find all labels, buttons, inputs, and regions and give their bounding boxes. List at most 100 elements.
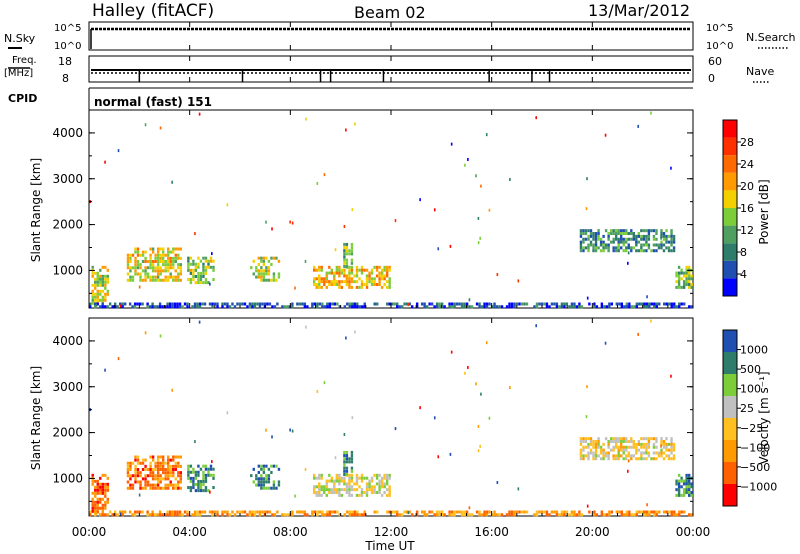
velocity-y-tick-2: 2000 [52, 426, 83, 440]
power-plot-frame [88, 109, 694, 309]
freq-tick-bottom: 8 [62, 72, 69, 85]
power-echoes [89, 111, 693, 309]
velocity-colorbar-tick-1: 500 [740, 363, 761, 376]
power-echo-region-5 [343, 242, 354, 268]
power-colorbar-tick-1: 24 [740, 158, 754, 171]
power-colorbar-swatch-1 [723, 260, 737, 279]
x-tick-2: 08:00 [273, 525, 308, 539]
date-title: 13/Mar/2012 [588, 1, 690, 20]
velocity-colorbar-swatch-6 [723, 352, 737, 374]
nave-tick-bottom: 0 [708, 72, 715, 85]
velocity-echoes [89, 319, 693, 517]
freq-tick-top: 18 [58, 55, 72, 68]
velocity-echo-region-1 [126, 455, 182, 490]
nsearch-tick-top: 10^5 [706, 23, 733, 34]
power-colorbar-swatch-5 [723, 190, 737, 208]
x-axis-label: Time UT [364, 539, 415, 553]
nsky-strip: N.Sky 10^5 10^0 10^5 10^0 N.Search [4, 21, 796, 52]
power-echo-region-3 [250, 256, 281, 282]
velocity-echo-region-3 [250, 464, 281, 490]
power-panel: 4000 3000 2000 1000 Slant Range [km] [29, 109, 694, 309]
velocity-y-tick-3: 1000 [52, 471, 83, 485]
velocity-y-axis-label: Slant Range [km] [29, 366, 43, 470]
nsky-tick-top: 10^5 [54, 23, 81, 34]
power-colorbar-tick-0: 28 [740, 136, 754, 149]
power-colorbar-swatch-3 [723, 225, 737, 244]
power-colorbar-tick-2: 20 [740, 180, 754, 193]
power-colorbar-tick-3: 16 [740, 202, 754, 215]
velocity-plot-frame [88, 317, 694, 517]
velocity-colorbar: 1000 500 100 25 −25 −100 −500 −1000 [722, 329, 777, 507]
x-tick-5: 20:00 [575, 525, 610, 539]
power-y-tick-1: 3000 [52, 172, 83, 186]
velocity-echo-region-0 [91, 473, 110, 513]
velocity-colorbar-tick-0: 1000 [740, 344, 768, 357]
power-colorbar-swatch-0 [723, 278, 737, 296]
nsky-tick-bottom: 10^0 [54, 41, 81, 52]
freq-label: Freq. [12, 55, 37, 66]
power-y-axis-label: Slant Range [km] [29, 158, 43, 262]
velocity-y-tick-1: 3000 [52, 380, 83, 394]
power-colorbar-swatch-7 [723, 155, 737, 173]
velocity-colorbar-swatch-4 [723, 396, 737, 418]
power-echo-region-4 [312, 265, 391, 289]
power-y-tick-2: 2000 [52, 218, 83, 232]
velocity-colorbar-swatch-5 [723, 374, 737, 396]
velocity-colorbar-label: Velocity [m s⁻¹] [757, 371, 771, 464]
velocity-panel: 4000 3000 2000 1000 Slant Range [km] [29, 317, 694, 517]
velocity-colorbar-tick-4: −25 [740, 422, 763, 435]
x-tick-1: 04:00 [172, 525, 207, 539]
nsky-label: N.Sky [4, 32, 36, 45]
nsearch-tick-bottom: 10^0 [706, 41, 733, 52]
x-tick-6: 00:00 [676, 525, 711, 539]
power-colorbar-swatch-8 [723, 137, 737, 156]
velocity-colorbar-swatch-0 [723, 484, 737, 506]
velocity-colorbar-swatch-2 [723, 440, 737, 462]
velocity-scatter [89, 319, 672, 516]
velocity-echo-region-5 [343, 450, 354, 476]
velocity-colorbar-tick-6: −500 [740, 461, 770, 474]
cpid-strip: CPID normal (fast) 151 [8, 87, 693, 110]
velocity-echo-region-7 [675, 473, 693, 497]
velocity-y-axis: 4000 3000 2000 1000 [52, 334, 693, 502]
power-echo-region-2 [187, 256, 215, 285]
power-colorbar-tick-5: 8 [740, 246, 747, 259]
cpid-label: CPID [8, 92, 37, 105]
power-colorbar-label: Power [dB] [757, 179, 771, 244]
power-echo-region-6 [579, 229, 676, 253]
power-colorbar-swatch-4 [723, 208, 737, 226]
nave-label: Nave [746, 65, 774, 78]
velocity-colorbar-swatch-7 [723, 330, 737, 352]
velocity-y-tick-0: 4000 [52, 334, 83, 348]
nsearch-label: N.Search [746, 31, 796, 44]
velocity-echo-region-8 [89, 510, 693, 517]
x-tick-3: 12:00 [374, 525, 409, 539]
power-colorbar-swatch-2 [723, 243, 737, 261]
velocity-colorbar-tick-3: 25 [740, 402, 754, 415]
velocity-colorbar-swatch-3 [723, 418, 737, 440]
power-y-tick-0: 4000 [52, 126, 83, 140]
power-echo-region-1 [126, 247, 182, 282]
power-colorbar-tick-4: 12 [740, 224, 754, 237]
x-tick-0: 00:00 [72, 525, 107, 539]
power-colorbar: 28 24 20 16 12 8 4 [722, 119, 754, 297]
beam-title: Beam 02 [354, 3, 426, 22]
power-echo-region-0 [91, 265, 110, 305]
velocity-echo-region-6 [579, 437, 676, 461]
freq-dropouts [138, 70, 551, 82]
cpid-value: normal (fast) 151 [94, 95, 212, 109]
freq-unit: [MHz] [4, 68, 33, 79]
station-title: Halley (fitACF) [92, 1, 214, 21]
velocity-colorbar-swatch-1 [723, 462, 737, 484]
power-colorbar-tick-6: 4 [740, 268, 747, 281]
velocity-echo-region-4 [312, 473, 391, 497]
velocity-echo-region-2 [187, 464, 215, 493]
power-colorbar-swatch-9 [723, 120, 737, 138]
time-axis: 00:00 04:00 08:00 12:00 16:00 20:00 00:00 [72, 22, 711, 539]
velocity-colorbar-tick-7: −1000 [740, 480, 777, 493]
power-colorbar-swatch-6 [723, 172, 737, 191]
power-echo-region-8 [89, 302, 693, 309]
power-y-tick-3: 1000 [52, 263, 83, 277]
nave-tick-top: 60 [708, 55, 722, 68]
